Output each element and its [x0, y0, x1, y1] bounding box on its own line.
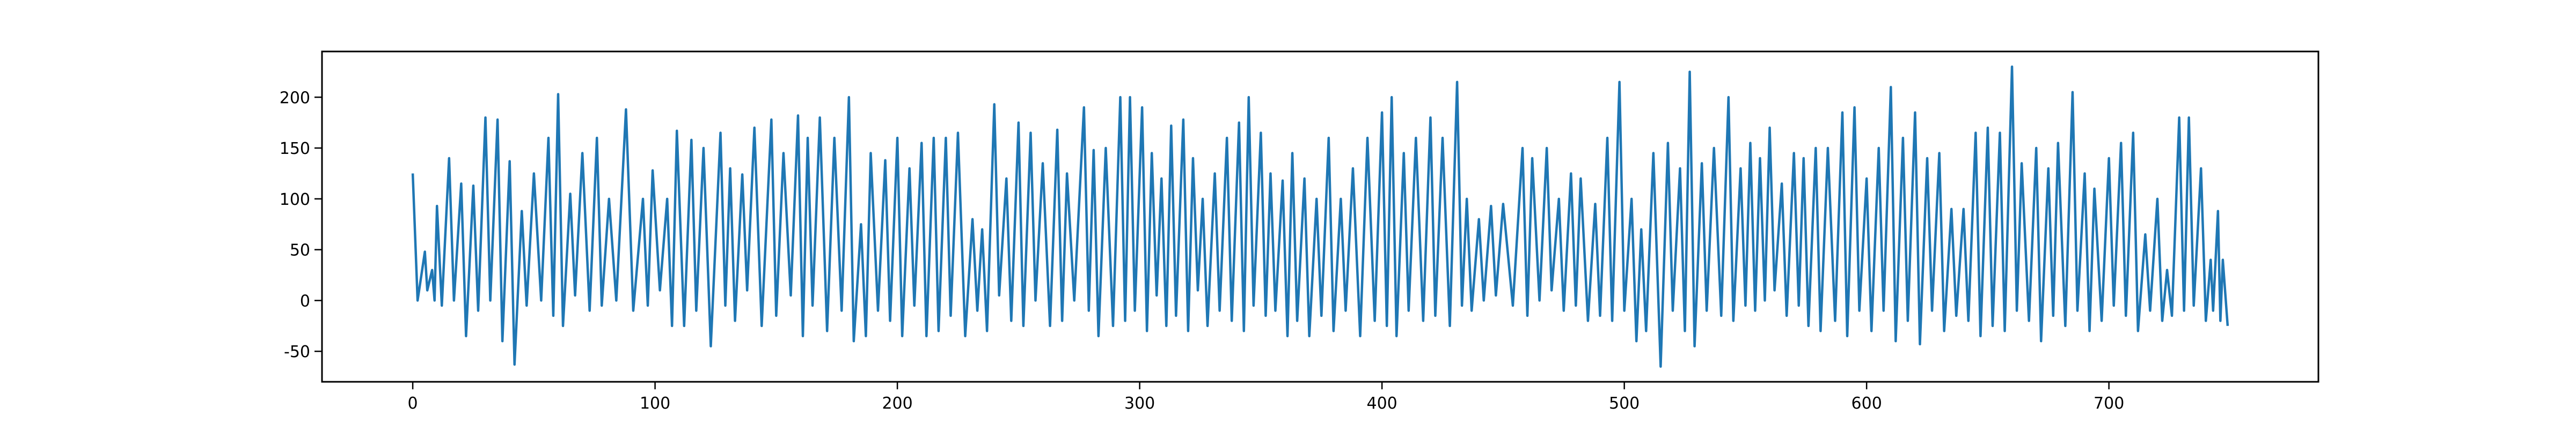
x-tick-label: 700: [2094, 394, 2124, 413]
x-tick-label: 200: [882, 394, 912, 413]
y-tick-label: 100: [280, 190, 310, 209]
y-tick-label: 150: [280, 139, 310, 158]
line-series: [411, 65, 2229, 368]
y-tick-label: 0: [300, 292, 310, 310]
y-tick-label: -50: [284, 343, 310, 361]
x-tick-label: 0: [408, 394, 418, 413]
y-tick-label: 200: [280, 88, 310, 107]
x-tick-label: 400: [1367, 394, 1397, 413]
x-tick-label: 600: [1851, 394, 1882, 413]
y-tick-label: 50: [290, 241, 310, 260]
x-tick-label: 500: [1609, 394, 1640, 413]
x-tick-label: 300: [1124, 394, 1155, 413]
plot-frame: [321, 50, 2319, 383]
x-tick-label: 100: [640, 394, 670, 413]
